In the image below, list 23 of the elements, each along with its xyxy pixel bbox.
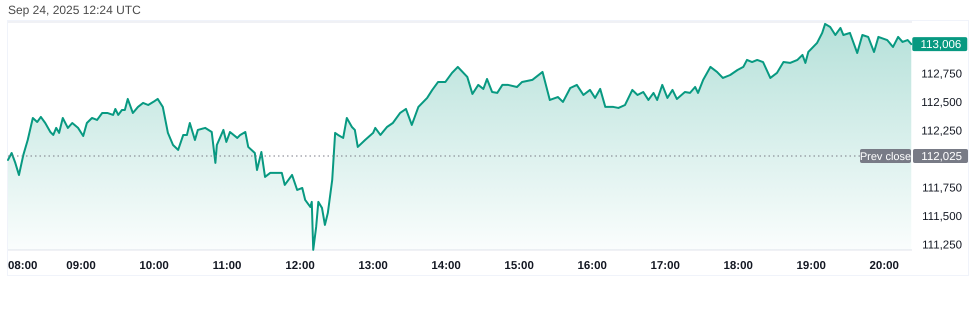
x-tick-label: 13:00 bbox=[358, 260, 388, 272]
y-tick-label: 112,250 bbox=[921, 125, 962, 138]
x-tick-label: 14:00 bbox=[431, 260, 461, 272]
y-tick-label: 112,500 bbox=[921, 96, 962, 109]
x-tick-label: 08:00 bbox=[8, 260, 38, 272]
y-tick-label: 112,750 bbox=[921, 68, 962, 80]
y-tick-label: 111,750 bbox=[922, 182, 962, 194]
x-tick-label: 09:00 bbox=[66, 260, 96, 272]
y-tick-label: 111,500 bbox=[922, 210, 962, 223]
x-tick-label: 18:00 bbox=[724, 260, 753, 272]
x-tick-label: 20:00 bbox=[870, 260, 899, 272]
y-tick-label: 112,025 bbox=[921, 150, 962, 163]
annotation: 113,006 bbox=[920, 39, 962, 52]
x-tick-label: 10:00 bbox=[139, 260, 169, 272]
y-tick-label: 111,250 bbox=[922, 239, 962, 252]
x-tick-label: 11:00 bbox=[212, 260, 242, 272]
x-tick-label: 12:00 bbox=[285, 260, 315, 272]
x-tick-label: 17:00 bbox=[650, 260, 680, 272]
ref-line-label: Prev close bbox=[860, 150, 912, 163]
chart-title: Sep 24, 2025 12:24 UTC bbox=[8, 3, 142, 17]
x-tick-label: 15:00 bbox=[504, 260, 534, 272]
x-tick-label: 19:00 bbox=[796, 260, 826, 272]
x-tick-label: 16:00 bbox=[577, 260, 607, 272]
